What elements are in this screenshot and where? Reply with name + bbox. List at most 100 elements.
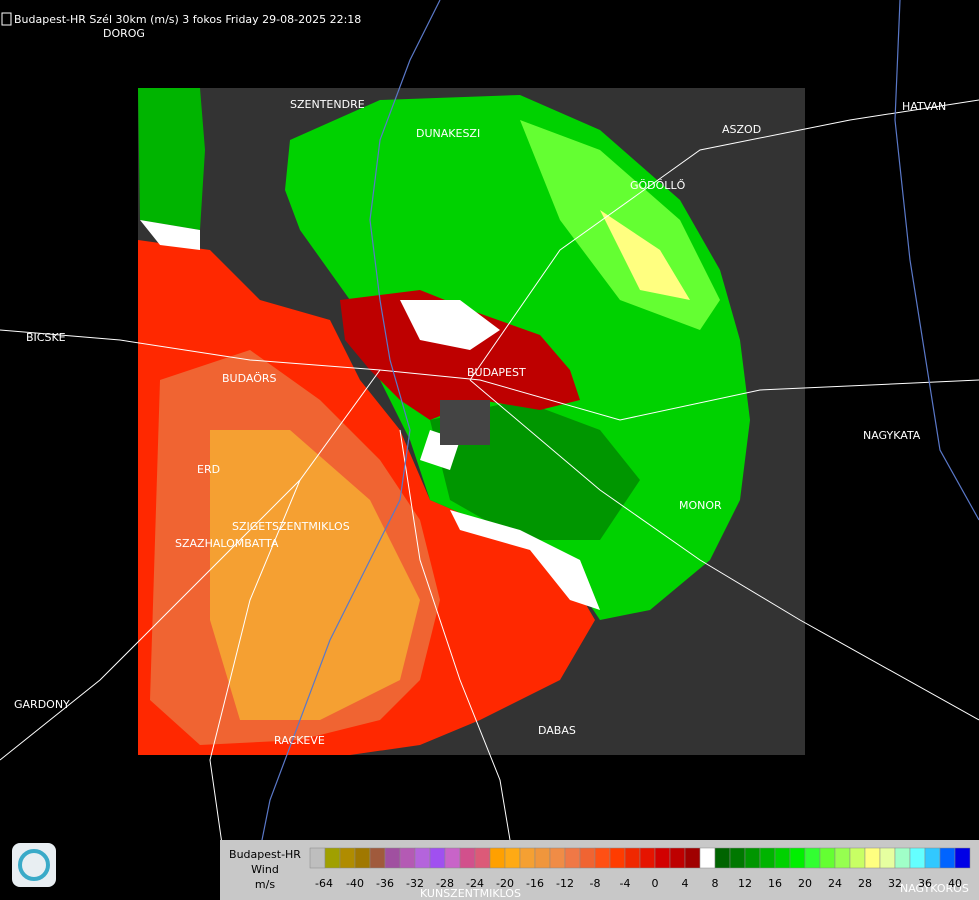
legend-tick-label: 8: [712, 877, 719, 890]
place-label: HATVAN: [902, 100, 946, 113]
echo-green-nw: [138, 88, 205, 230]
legend-swatch: [624, 847, 641, 869]
legend-swatch: [699, 847, 716, 869]
legend-swatch: [384, 847, 401, 869]
legend-tick-label: -64: [315, 877, 333, 890]
legend-swatch: [774, 847, 791, 869]
legend-tick-label: 16: [768, 877, 782, 890]
road: [209, 479, 301, 900]
legend-swatch: [504, 847, 521, 869]
legend-tick-label: 28: [858, 877, 872, 890]
place-label: NAGYKOROS: [900, 882, 969, 895]
legend-swatch: [444, 847, 461, 869]
legend-swatch: [429, 847, 446, 869]
legend-swatch: [879, 847, 896, 869]
legend-swatch: [534, 847, 551, 869]
legend-tick-label: 20: [798, 877, 812, 890]
legend-tick-label: -16: [526, 877, 544, 890]
legend-tick-label: 32: [888, 877, 902, 890]
place-label: SZIGETSZENTMIKLOS: [232, 520, 350, 533]
legend-swatch: [414, 847, 431, 869]
legend-swatch: [609, 847, 626, 869]
menu-icon[interactable]: [1, 12, 12, 26]
legend-swatch: [789, 847, 806, 869]
legend-swatch: [864, 847, 881, 869]
legend-tick-label: -40: [346, 877, 364, 890]
road: [0, 369, 381, 761]
legend-tick-label: 24: [828, 877, 842, 890]
legend-swatch: [594, 847, 611, 869]
legend-swatch: [849, 847, 866, 869]
place-label: GARDONY: [14, 698, 70, 711]
legend-title: m/s: [255, 878, 275, 891]
legend-swatch: [354, 847, 371, 869]
legend-swatch: [369, 847, 386, 869]
legend-swatch: [489, 847, 506, 869]
legend-swatch: [894, 847, 911, 869]
place-label: BUDAÖRS: [222, 372, 277, 385]
legend-swatch: [399, 847, 416, 869]
legend-tick-label: -24: [466, 877, 484, 890]
legend-swatch: [924, 847, 941, 869]
legend-tick-label: -20: [496, 877, 514, 890]
echo-yellow: [600, 210, 690, 300]
legend-tick-label: -28: [436, 877, 454, 890]
place-label: SZAZHALOMBATTA: [175, 537, 279, 550]
place-label: ERD: [197, 463, 220, 476]
place-label: NAGYKATA: [863, 429, 921, 442]
legend-swatch: [804, 847, 821, 869]
river: [894, 0, 979, 521]
legend-tick-label: 40: [948, 877, 962, 890]
echo-center-red: [340, 290, 580, 420]
road: [0, 329, 979, 421]
place-label: DABAS: [538, 724, 576, 737]
legend-swatch: [954, 847, 971, 869]
legend-tick-label: -8: [590, 877, 601, 890]
place-label: RACKEVE: [274, 734, 325, 747]
legend-swatch: [324, 847, 341, 869]
legend-swatch: [579, 847, 596, 869]
place-label: SZENTENDRE: [290, 98, 365, 111]
legend-tick-label: 12: [738, 877, 752, 890]
legend-swatch: [459, 847, 476, 869]
legend-swatch: [669, 847, 686, 869]
legend-swatch: [714, 847, 731, 869]
legend-tick-label: -36: [376, 877, 394, 890]
place-label: KUNSZENTMIKLOS: [420, 887, 521, 900]
legend-swatch: [474, 847, 491, 869]
legend-swatch: [684, 847, 701, 869]
legend-swatch: [309, 847, 326, 869]
place-label: MONOR: [679, 499, 722, 512]
road: [469, 99, 979, 381]
radar-center: [440, 400, 490, 445]
road: [469, 379, 979, 721]
legend-tick-label: 36: [918, 877, 932, 890]
legend-tick-label: -12: [556, 877, 574, 890]
place-label: DUNAKESZI: [416, 127, 480, 140]
legend-swatch: [654, 847, 671, 869]
place-label: BICSKE: [26, 331, 66, 344]
legend-swatch: [819, 847, 836, 869]
legend-title: Budapest-HR: [229, 848, 301, 861]
legend-swatch: [519, 847, 536, 869]
legend-tick-label: -32: [406, 877, 424, 890]
legend-swatch: [939, 847, 956, 869]
place-label: DOROG: [103, 27, 145, 40]
legend-title: Wind: [251, 863, 279, 876]
echo-white: [140, 220, 600, 610]
place-label: GÖDÖLLŐ: [630, 178, 686, 192]
legend-swatch: [549, 847, 566, 869]
place-label: BUDAPEST: [467, 366, 526, 379]
road: [399, 429, 521, 900]
legend-tick-label: -4: [620, 877, 631, 890]
legend-swatch: [564, 847, 581, 869]
legend-swatch: [909, 847, 926, 869]
legend-swatch: [834, 847, 851, 869]
legend-swatch: [744, 847, 761, 869]
legend-swatch: [759, 847, 776, 869]
legend-swatch: [729, 847, 746, 869]
legend-swatch: [639, 847, 656, 869]
echo-orange: [210, 430, 420, 720]
